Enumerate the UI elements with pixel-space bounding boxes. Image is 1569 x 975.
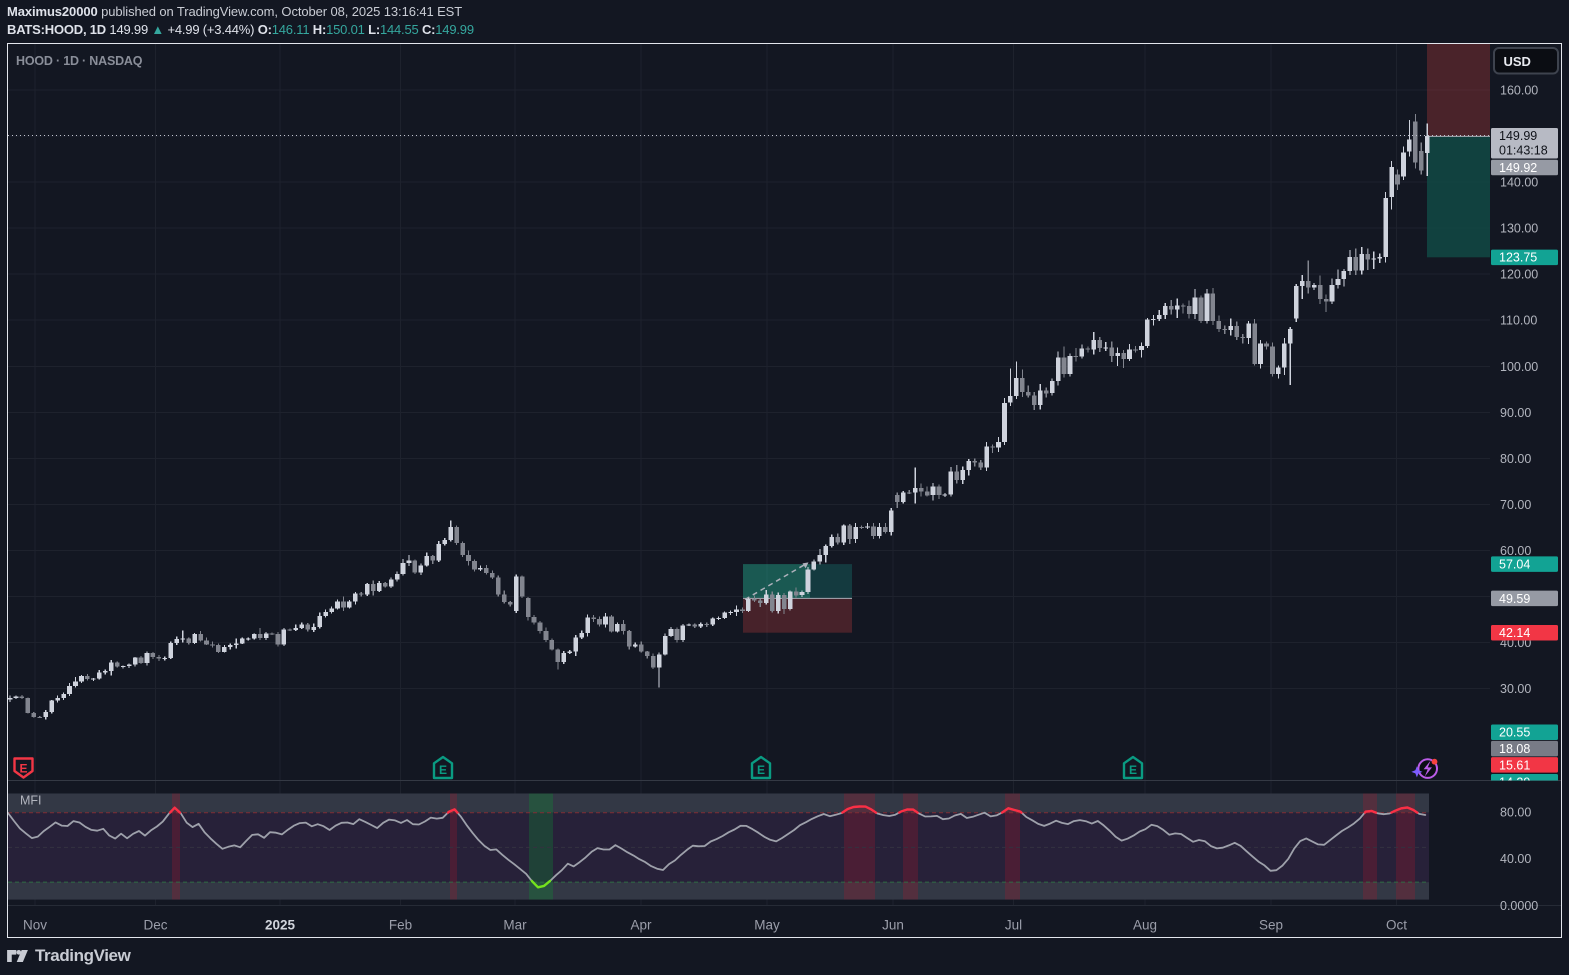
svg-text:149.92: 149.92 xyxy=(1499,161,1537,175)
svg-text:60.00: 60.00 xyxy=(1500,544,1531,558)
svg-text:130.00: 130.00 xyxy=(1500,222,1538,236)
svg-text:Feb: Feb xyxy=(389,918,412,933)
svg-text:149.99: 149.99 xyxy=(1499,129,1537,143)
svg-text:110.00: 110.00 xyxy=(1500,314,1537,328)
svg-text:Dec: Dec xyxy=(143,918,167,933)
svg-text:0.0000: 0.0000 xyxy=(1500,899,1538,913)
svg-text:MFI: MFI xyxy=(20,794,42,808)
svg-text:80.00: 80.00 xyxy=(1500,452,1531,466)
svg-text:80.00: 80.00 xyxy=(1500,806,1531,820)
svg-text:E: E xyxy=(757,763,765,777)
svg-text:Jun: Jun xyxy=(882,918,904,933)
svg-text:57.04: 57.04 xyxy=(1499,558,1530,572)
svg-text:140.00: 140.00 xyxy=(1500,176,1538,190)
svg-text:20.55: 20.55 xyxy=(1499,726,1530,740)
svg-text:HOOD · 1D · NASDAQ: HOOD · 1D · NASDAQ xyxy=(16,54,143,68)
svg-text:Oct: Oct xyxy=(1386,918,1407,933)
svg-text:01:43:18: 01:43:18 xyxy=(1499,144,1548,158)
svg-text:123.75: 123.75 xyxy=(1499,251,1537,265)
svg-text:E: E xyxy=(1129,763,1137,777)
svg-text:Aug: Aug xyxy=(1133,918,1157,933)
svg-text:Apr: Apr xyxy=(630,918,652,933)
svg-text:Sep: Sep xyxy=(1259,918,1283,933)
svg-text:49.59: 49.59 xyxy=(1499,592,1530,606)
svg-text:E: E xyxy=(439,763,447,777)
svg-text:Nov: Nov xyxy=(23,918,47,933)
svg-text:100.00: 100.00 xyxy=(1500,360,1538,374)
svg-text:30.00: 30.00 xyxy=(1500,682,1531,696)
svg-text:160.00: 160.00 xyxy=(1500,84,1538,98)
svg-text:USD: USD xyxy=(1504,54,1531,69)
svg-text:40.00: 40.00 xyxy=(1500,852,1531,866)
svg-text:15.61: 15.61 xyxy=(1499,758,1530,772)
svg-text:70.00: 70.00 xyxy=(1500,498,1531,512)
svg-text:2025: 2025 xyxy=(265,918,296,933)
svg-text:May: May xyxy=(754,918,780,933)
svg-text:120.00: 120.00 xyxy=(1500,268,1538,282)
svg-text:14.29: 14.29 xyxy=(1499,776,1530,790)
svg-text:Jul: Jul xyxy=(1005,918,1022,933)
svg-text:18.08: 18.08 xyxy=(1499,742,1530,756)
svg-text:90.00: 90.00 xyxy=(1500,406,1531,420)
svg-text:E: E xyxy=(19,761,27,775)
svg-text:42.14: 42.14 xyxy=(1499,626,1530,640)
svg-text:Mar: Mar xyxy=(503,918,527,933)
